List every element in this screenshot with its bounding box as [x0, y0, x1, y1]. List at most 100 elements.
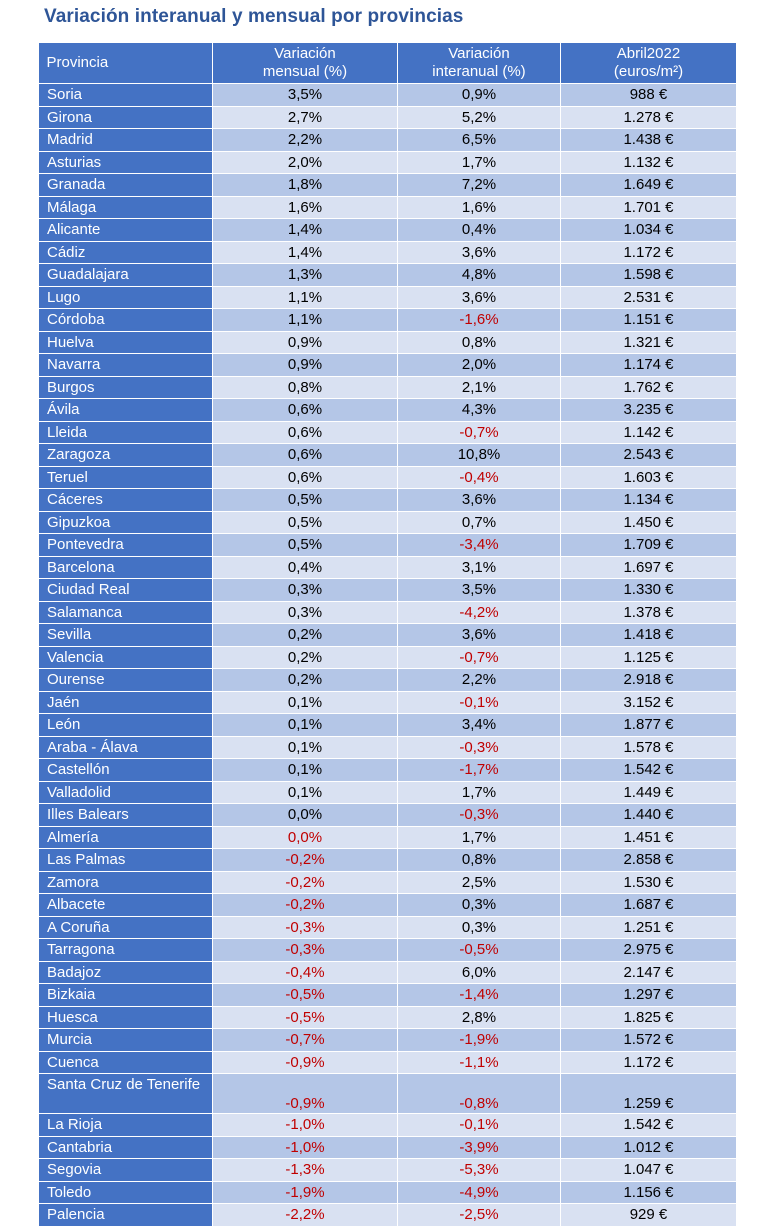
cell-precio: 1.151 €	[560, 308, 737, 332]
cell-variacion-mensual: 0,1%	[212, 690, 398, 714]
cell-provincia: Girona	[38, 105, 213, 129]
cell-variacion-mensual: -1,0%	[212, 1113, 398, 1137]
cell-variacion-mensual: 0,1%	[212, 758, 398, 782]
cell-variacion-interanual: 2,5%	[397, 870, 561, 894]
cell-precio: 1.451 €	[560, 825, 737, 849]
cell-provincia: Ávila	[38, 398, 213, 422]
cell-variacion-mensual: 1,4%	[212, 240, 398, 264]
cell-provincia: Illes Balears	[38, 803, 213, 827]
cell-provincia: Ciudad Real	[38, 578, 213, 602]
cell-precio: 1.687 €	[560, 893, 737, 917]
cell-variacion-mensual: -0,7%	[212, 1028, 398, 1052]
cell-provincia: Cantabria	[38, 1135, 213, 1159]
cell-provincia: A Coruña	[38, 915, 213, 939]
cell-variacion-interanual: 4,3%	[397, 398, 561, 422]
cell-provincia: Málaga	[38, 195, 213, 219]
cell-variacion-mensual: 2,7%	[212, 105, 398, 129]
cell-variacion-mensual: 1,4%	[212, 218, 398, 242]
table-row: Burgos 0,8% 2,1% 1.762 €	[38, 375, 737, 399]
cell-variacion-mensual: 1,6%	[212, 195, 398, 219]
cell-variacion-interanual: -1,6%	[397, 308, 561, 332]
table-row: Lugo 1,1% 3,6% 2.531 €	[38, 285, 737, 309]
cell-provincia: Huesca	[38, 1005, 213, 1029]
cell-provincia: Badajoz	[38, 960, 213, 984]
cell-provincia: Valencia	[38, 645, 213, 669]
cell-precio: 1.649 €	[560, 173, 737, 197]
cell-precio: 1.440 €	[560, 803, 737, 827]
cell-precio: 1.132 €	[560, 150, 737, 174]
table-row: Zaragoza 0,6% 10,8% 2.543 €	[38, 443, 737, 467]
cell-provincia: Santa Cruz de Tenerife	[38, 1073, 213, 1114]
cell-precio: 1.450 €	[560, 510, 737, 534]
cell-variacion-mensual: 0,8%	[212, 375, 398, 399]
cell-variacion-mensual: 0,4%	[212, 555, 398, 579]
cell-variacion-interanual: 2,1%	[397, 375, 561, 399]
cell-variacion-interanual: 3,6%	[397, 623, 561, 647]
cell-provincia: Cádiz	[38, 240, 213, 264]
table-row: La Rioja -1,0% -0,1% 1.542 €	[38, 1113, 737, 1137]
table-row: Albacete -0,2% 0,3% 1.687 €	[38, 893, 737, 917]
table-row: Araba - Álava 0,1% -0,3% 1.578 €	[38, 735, 737, 759]
table-row: Palencia -2,2% -2,5% 929 €	[38, 1203, 737, 1227]
table-row: Valencia 0,2% -0,7% 1.125 €	[38, 645, 737, 669]
cell-variacion-mensual: -0,5%	[212, 1005, 398, 1029]
table-row: León 0,1% 3,4% 1.877 €	[38, 713, 737, 737]
cell-provincia: Madrid	[38, 128, 213, 152]
cell-variacion-interanual: -2,5%	[397, 1203, 561, 1227]
table-row: Málaga 1,6% 1,6% 1.701 €	[38, 195, 737, 219]
cell-provincia: Lugo	[38, 285, 213, 309]
cell-precio: 1.449 €	[560, 780, 737, 804]
table-header-row: Provincia Variación mensual (%) Variació…	[38, 43, 737, 84]
cell-provincia: Alicante	[38, 218, 213, 242]
cell-precio: 1.142 €	[560, 420, 737, 444]
cell-provincia: Huelva	[38, 330, 213, 354]
cell-variacion-interanual: 0,4%	[397, 218, 561, 242]
cell-provincia: La Rioja	[38, 1113, 213, 1137]
cell-variacion-interanual: 1,7%	[397, 150, 561, 174]
cell-provincia: Zamora	[38, 870, 213, 894]
table-row: Badajoz -0,4% 6,0% 2.147 €	[38, 960, 737, 984]
cell-variacion-mensual: 0,2%	[212, 623, 398, 647]
cell-variacion-interanual: -0,3%	[397, 803, 561, 827]
cell-variacion-interanual: 5,2%	[397, 105, 561, 129]
cell-variacion-interanual: -1,1%	[397, 1050, 561, 1074]
cell-variacion-interanual: 0,8%	[397, 330, 561, 354]
cell-variacion-interanual: -1,9%	[397, 1028, 561, 1052]
cell-variacion-mensual: 0,6%	[212, 443, 398, 467]
cell-provincia: Segovia	[38, 1158, 213, 1182]
cell-variacion-interanual: -3,4%	[397, 533, 561, 557]
cell-variacion-interanual: 7,2%	[397, 173, 561, 197]
table-row: Segovia -1,3% -5,3% 1.047 €	[38, 1158, 737, 1182]
table-row: Ávila 0,6% 4,3% 3.235 €	[38, 398, 737, 422]
cell-variacion-interanual: 2,0%	[397, 353, 561, 377]
table-row: Huelva 0,9% 0,8% 1.321 €	[38, 330, 737, 354]
table-row: Santa Cruz de Tenerife -0,9% -0,8% 1.259 €	[38, 1073, 737, 1114]
cell-provincia: Guadalajara	[38, 263, 213, 287]
cell-provincia: Lleida	[38, 420, 213, 444]
table-row: Navarra 0,9% 2,0% 1.174 €	[38, 353, 737, 377]
table-row: Teruel 0,6% -0,4% 1.603 €	[38, 465, 737, 489]
cell-variacion-interanual: 1,6%	[397, 195, 561, 219]
page-title: Variación interanual y mensual por provi…	[44, 6, 464, 27]
provinces-table: Provincia Variación mensual (%) Variació…	[38, 43, 737, 1227]
cell-precio: 2.543 €	[560, 443, 737, 467]
table-row: Salamanca 0,3% -4,2% 1.378 €	[38, 600, 737, 624]
cell-precio: 1.321 €	[560, 330, 737, 354]
cell-provincia: Almería	[38, 825, 213, 849]
cell-provincia: Jaén	[38, 690, 213, 714]
table-row: Alicante 1,4% 0,4% 1.034 €	[38, 218, 737, 242]
table-row: Illes Balears 0,0% -0,3% 1.440 €	[38, 803, 737, 827]
cell-variacion-interanual: 3,6%	[397, 285, 561, 309]
cell-variacion-mensual: 0,5%	[212, 488, 398, 512]
cell-variacion-mensual: 0,3%	[212, 600, 398, 624]
cell-precio: 1.701 €	[560, 195, 737, 219]
table-row: Cantabria -1,0% -3,9% 1.012 €	[38, 1135, 737, 1159]
table-body: Soria 3,5% 0,9% 988 € Girona 2,7% 5,2% 1.278 € M…	[38, 83, 737, 1227]
cell-variacion-interanual: -4,2%	[397, 600, 561, 624]
cell-precio: 1.174 €	[560, 353, 737, 377]
cell-variacion-mensual: -0,9%	[212, 1073, 398, 1114]
cell-precio: 1.877 €	[560, 713, 737, 737]
table-row: Bizkaia -0,5% -1,4% 1.297 €	[38, 983, 737, 1007]
cell-precio: 2.975 €	[560, 938, 737, 962]
cell-variacion-interanual: -0,5%	[397, 938, 561, 962]
